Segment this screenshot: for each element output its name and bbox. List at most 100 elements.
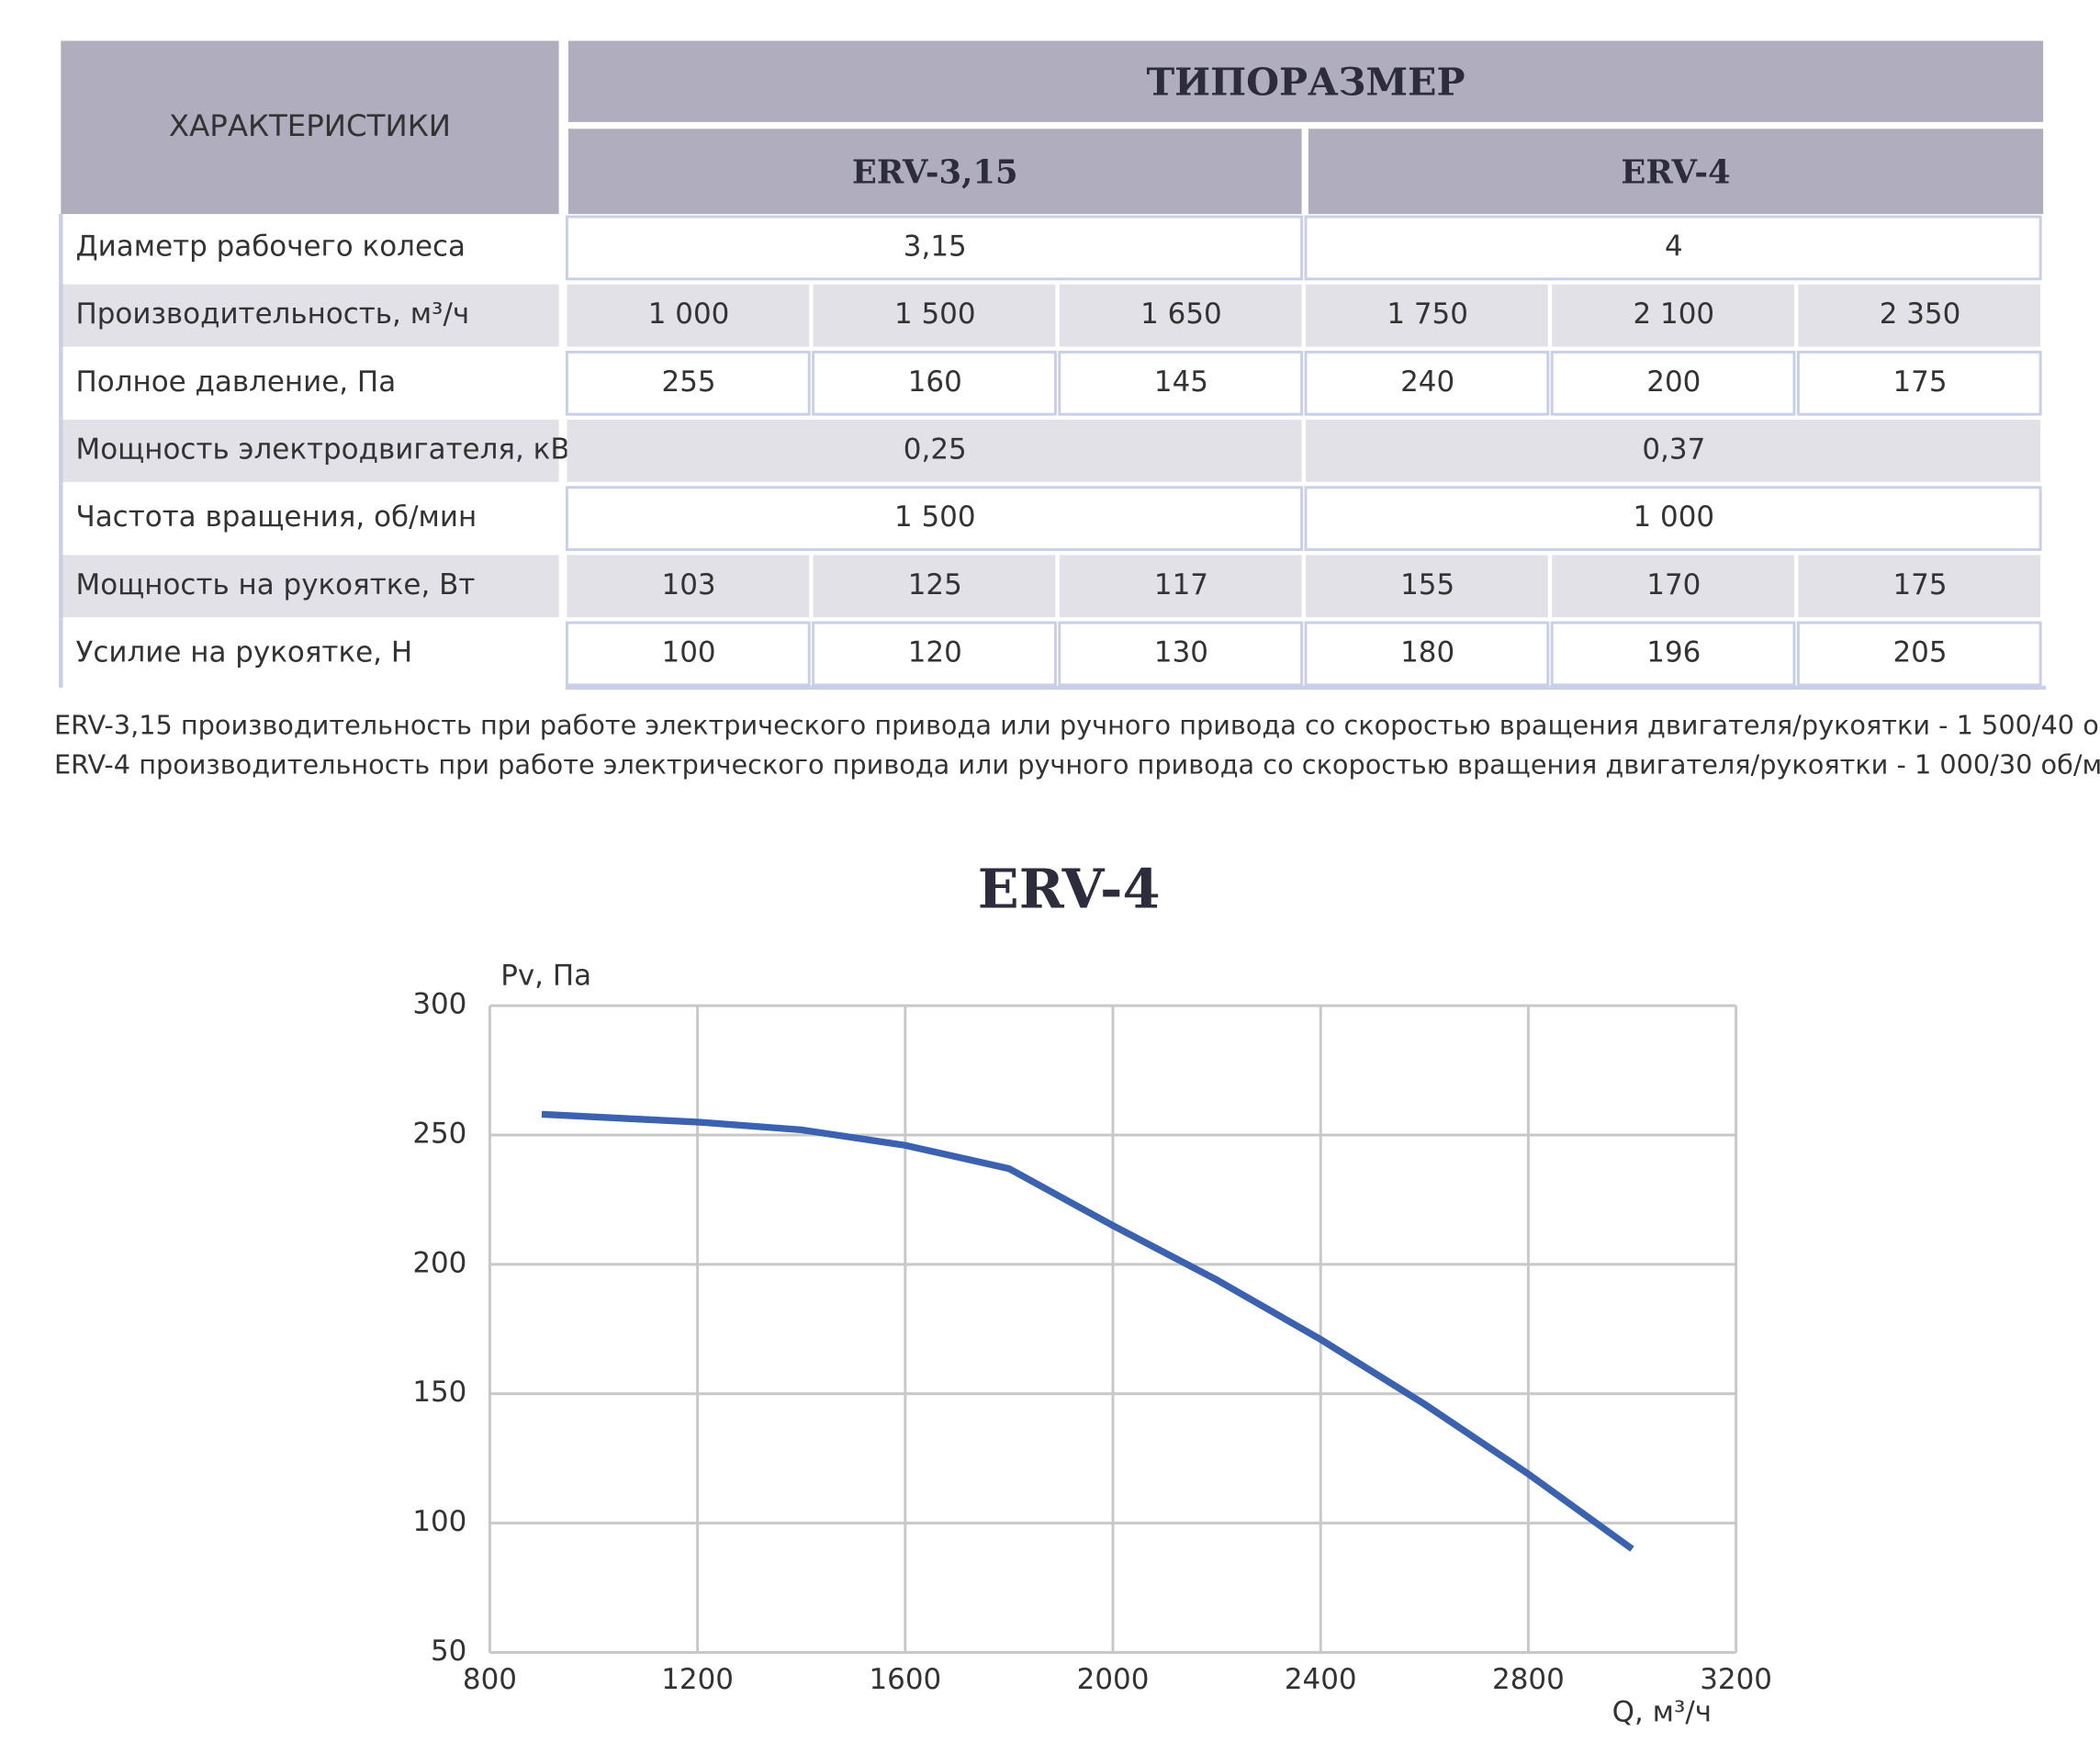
header-text: ERV-4 [1621,153,1730,191]
y-tick-label: 200 [412,1246,466,1279]
cell-value: 255 [662,365,716,399]
header-text: ERV-3,15 [852,153,1018,191]
cell-value: 1 750 [1387,298,1468,331]
row-bg [61,555,559,618]
cell-value: 200 [1646,365,1701,399]
cell [567,420,1302,482]
x-tick-label: 2800 [1492,1663,1565,1696]
cell [1550,621,1796,687]
x-tick-label: 2400 [1285,1663,1357,1696]
x-tick-label: 1600 [869,1663,941,1696]
data-line [541,1110,1634,1552]
cell [1058,350,1304,416]
row-label: Мощность электродвигателя, кВт [76,433,587,466]
row-bg [61,217,559,279]
cell [812,350,1057,416]
row-bg [61,284,559,347]
cell-value: 1 000 [1634,500,1715,534]
cell [1552,555,1794,618]
row-label: Полное давление, Па [76,365,397,399]
cell [1306,284,1548,347]
x-tick-label: 800 [463,1663,517,1696]
header-text: ТИПОРАЗМЕР [1146,60,1465,105]
cell [1304,621,1550,687]
cell [1059,555,1302,618]
cell-value: 240 [1400,365,1454,399]
cell-value: 196 [1646,635,1701,669]
cell-value: 1 500 [894,500,976,534]
x-axis-label: Q, м³/ч [1612,1695,1712,1728]
row-label: Производительность, м³/ч [76,298,470,331]
y-tick-label: 50 [431,1635,466,1668]
note: ERV-4 производительность при работе элек… [54,748,2100,780]
cell [1550,350,1796,416]
cell [813,555,1056,618]
y-tick-label: 150 [412,1376,466,1409]
cell-value: 4 [1665,230,1683,263]
cell-value: 2 100 [1634,298,1715,331]
cell [1304,215,2042,281]
row-label: Диаметр рабочего колеса [76,230,466,263]
cell-value: 130 [1154,635,1208,669]
x-tick-label: 3200 [1700,1663,1772,1696]
cell-value: 145 [1154,365,1208,399]
y-tick-label: 100 [412,1505,466,1538]
cell [812,621,1057,687]
cell-value: 155 [1400,568,1454,601]
cell [565,215,1304,281]
cell [1552,284,1794,347]
cell [1796,621,2042,687]
cell-value: 2 350 [1880,298,1961,331]
note: ERV-3,15 производительность при работе э… [54,710,2100,741]
cell-value: 170 [1646,568,1701,601]
cell-value: 175 [1892,365,1947,399]
cell-value: 3,15 [904,230,967,263]
chart-title: ERV-4 [978,857,1161,920]
cell-value: 0,25 [904,433,967,466]
cell-value: 175 [1892,568,1947,601]
cell [1304,350,1550,416]
row-label: Усилие на рукоятке, Н [76,635,413,669]
cell [813,284,1056,347]
row-label: Частота вращения, об/мин [76,500,477,534]
cell [1796,350,2042,416]
y-axis-label: Pv, Па [500,960,591,993]
row-bg [61,487,559,550]
cell [1798,555,2041,618]
row-bg [61,352,559,415]
cell-value: 1 650 [1140,298,1222,331]
cell-value: 117 [1154,568,1208,601]
y-tick-label: 250 [412,1117,466,1150]
cell [1304,486,2042,551]
cell [567,555,810,618]
row-bg [61,420,559,482]
cell-value: 100 [662,635,716,669]
cell [567,284,810,347]
cell-value: 125 [908,568,962,601]
cell-value: 0,37 [1642,433,1705,466]
header-text: ХАРАКТЕРИСТИКИ [169,108,451,143]
cell [565,486,1304,551]
cell [1798,284,2041,347]
cell-value: 103 [662,568,716,601]
header-cell [567,129,1302,215]
cell [565,621,811,687]
header-cell [61,40,559,215]
x-tick-label: 2000 [1077,1663,1150,1696]
cell-value: 180 [1400,635,1454,669]
cell-value: 205 [1892,635,1947,669]
cell [565,350,811,416]
cell-value: 1 000 [648,298,730,331]
header-cell [567,40,2044,122]
cell-value: 120 [908,635,962,669]
cell [1306,555,1548,618]
header-cell [1308,129,2044,215]
row-bg [61,623,559,685]
cell-value: 160 [908,365,962,399]
cell-value: 1 500 [894,298,976,331]
row-label: Мощность на рукоятке, Вт [76,568,476,601]
x-tick-label: 1200 [661,1663,734,1696]
cell [1058,621,1304,687]
cell [1306,420,2041,482]
